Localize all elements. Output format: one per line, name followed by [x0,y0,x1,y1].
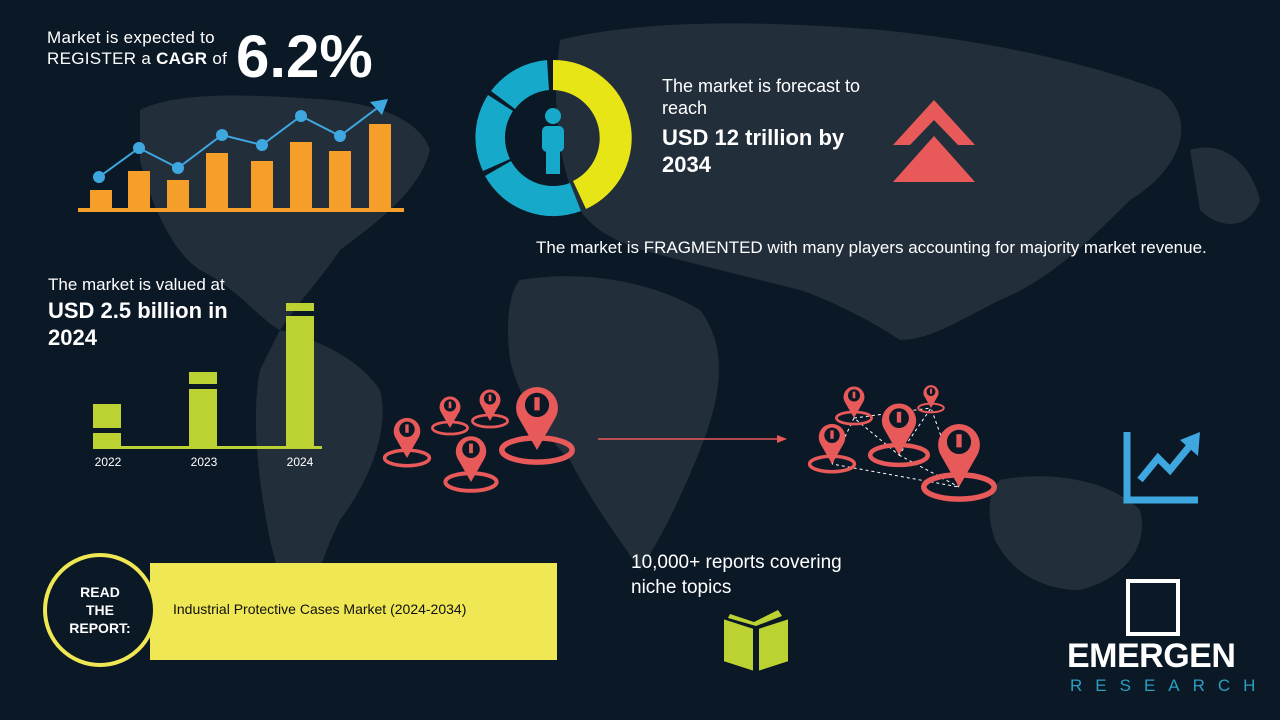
cagr-value: 6.2% [236,23,373,90]
cagr-line2: REGISTER a CAGR of [47,48,227,69]
logo-square-icon [1126,579,1180,636]
cagr-text: Market is expected to REGISTER a CAGR of [47,27,227,69]
valued-value: USD 2.5 billion in 2024 [48,298,228,350]
bar-2022-top [93,404,121,428]
year-label: 2023 [190,455,218,469]
bar-2024-top [286,303,314,311]
report-banner[interactable]: Industrial Protective Cases Market (2024… [150,563,557,660]
forecast-value: USD 12 trillion by 2034 [662,125,845,177]
valued-intro: The market is valued at [48,275,225,294]
bar-2023-top [189,372,217,384]
year-label: 2024 [286,455,314,469]
logo-sub: RESEARCH [1070,676,1269,695]
forecast-intro: The market is forecast to reach [662,76,861,118]
cagr-line2-pre: REGISTER a [47,49,157,68]
report-title-link[interactable]: Industrial Protective Cases Market (2024… [173,601,467,617]
reports-text: 10,000+ reports covering niche topics [631,552,842,598]
bar-2022 [93,433,121,448]
fragmented-text: The market is FRAGMENTED with many playe… [536,238,1207,257]
bar-2024 [286,316,314,448]
cagr-label: CAGR [156,49,208,68]
year-label: 2022 [94,455,122,469]
cagr-line1: Market is expected to [47,28,215,47]
bar-2023 [189,389,217,448]
cagr-line2-post: of [207,49,228,68]
read-report-label: READ THE REPORT: [69,584,131,636]
logo-name: EMERGEN [1067,637,1236,675]
read-report-circle[interactable]: READ THE REPORT: [43,553,157,667]
